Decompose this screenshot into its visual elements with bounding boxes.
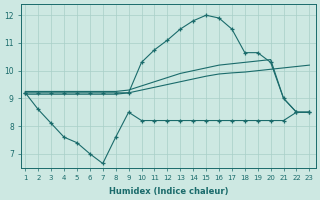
X-axis label: Humidex (Indice chaleur): Humidex (Indice chaleur) bbox=[109, 187, 228, 196]
